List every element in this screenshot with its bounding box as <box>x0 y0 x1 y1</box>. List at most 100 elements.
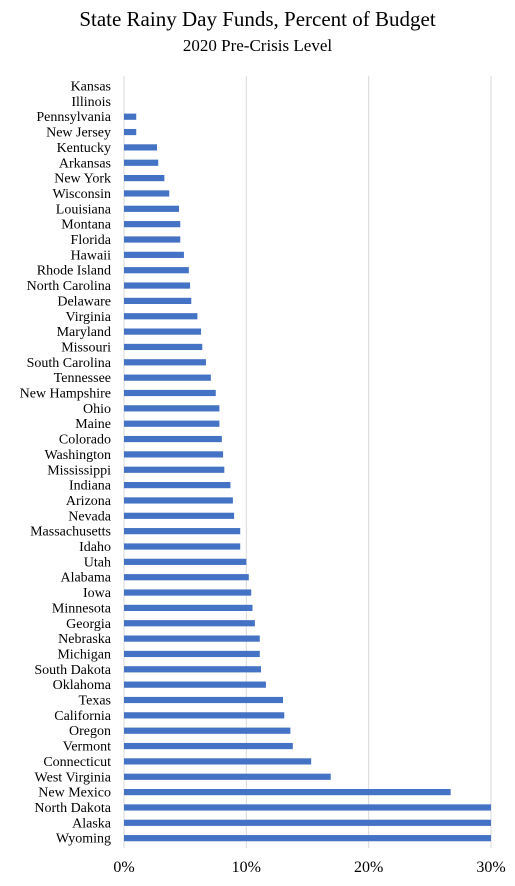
category-label: Utah <box>84 555 111 570</box>
bar <box>124 773 331 780</box>
bar <box>124 742 293 750</box>
category-label: Virginia <box>65 310 111 325</box>
category-label: Connecticut <box>43 755 111 770</box>
category-label: Kansas <box>71 80 111 95</box>
category-label: Alabama <box>60 571 111 586</box>
category-label: Michigan <box>57 647 111 662</box>
bar <box>124 297 192 304</box>
bar <box>124 528 241 535</box>
bar <box>124 313 198 320</box>
category-label: Georgia <box>66 617 112 632</box>
category-label: Nebraska <box>58 632 112 647</box>
category-label: Arkansas <box>59 156 111 171</box>
bar <box>124 113 137 120</box>
category-label: Vermont <box>63 740 111 755</box>
bar <box>124 819 491 826</box>
category-label: Colorado <box>59 433 111 448</box>
chart-subtitle: 2020 Pre-Crisis Level <box>182 36 333 55</box>
category-label: Minnesota <box>52 601 112 616</box>
bar <box>124 159 159 166</box>
bar <box>124 558 247 565</box>
category-label: North Carolina <box>27 279 112 294</box>
bar <box>124 727 291 734</box>
category-label: Alaska <box>72 816 112 831</box>
category-label: New Jersey <box>46 126 111 141</box>
bar <box>124 328 202 335</box>
bar <box>124 267 189 274</box>
category-label: Maine <box>75 417 111 432</box>
category-label: South Dakota <box>34 663 111 678</box>
bar <box>124 251 184 258</box>
category-label: Montana <box>61 218 112 233</box>
bar <box>124 389 216 397</box>
bar <box>124 451 224 458</box>
category-label: Mississippi <box>47 463 111 478</box>
bar <box>124 175 165 182</box>
bar <box>124 144 158 151</box>
category-label: Arizona <box>66 494 112 509</box>
category-label: Nevada <box>68 509 112 524</box>
bar <box>124 405 220 412</box>
bar <box>124 482 231 489</box>
category-label: Washington <box>44 448 111 463</box>
bar <box>124 620 255 627</box>
bar <box>124 374 211 381</box>
category-label: Louisiana <box>56 202 112 217</box>
bar <box>124 497 233 504</box>
bar <box>124 435 222 443</box>
category-label: Wisconsin <box>52 187 111 202</box>
x-tick-label: 30% <box>476 859 505 876</box>
bar <box>124 205 180 212</box>
bar <box>124 635 260 642</box>
bar <box>124 221 181 228</box>
category-label: Indiana <box>69 479 112 494</box>
category-label: Kentucky <box>57 141 111 156</box>
category-label: Pennsylvania <box>36 110 111 125</box>
category-label: California <box>54 709 112 724</box>
bars <box>124 113 491 842</box>
bar <box>124 804 491 811</box>
category-label: South Carolina <box>27 356 112 371</box>
chart-title: State Rainy Day Funds, Percent of Budget <box>79 7 436 31</box>
bar <box>124 650 260 658</box>
bar <box>124 359 206 366</box>
bar <box>124 420 220 427</box>
category-label: Massachusetts <box>30 525 111 540</box>
gridlines <box>123 76 492 848</box>
category-label: Illinois <box>71 95 111 110</box>
bar <box>124 666 262 673</box>
category-label: Oklahoma <box>53 678 112 693</box>
category-label: Hawaii <box>71 248 112 263</box>
x-tick-label: 20% <box>354 859 383 876</box>
category-label: North Dakota <box>34 801 111 816</box>
category-label: Missouri <box>61 340 111 355</box>
bar <box>124 190 170 197</box>
category-label: Maryland <box>57 325 111 340</box>
bar <box>124 681 266 688</box>
bar <box>124 712 285 719</box>
category-label: West Virginia <box>35 770 112 785</box>
x-tick-label: 0% <box>113 859 134 876</box>
bar <box>124 835 491 842</box>
category-label: Rhode Island <box>37 264 111 279</box>
bar <box>124 343 203 351</box>
bar <box>124 282 191 289</box>
x-tick-label: 10% <box>232 859 261 876</box>
category-label: Tennessee <box>54 371 111 386</box>
bar <box>124 604 253 611</box>
bar <box>124 543 241 550</box>
bar <box>124 696 284 704</box>
bar <box>124 128 137 136</box>
category-label: Delaware <box>57 294 111 309</box>
x-axis-ticks: 0% 10% 20% 30% <box>113 859 505 876</box>
category-label: Oregon <box>69 724 111 739</box>
bar <box>124 789 451 796</box>
category-label: Texas <box>79 694 111 709</box>
category-label: New York <box>54 172 111 187</box>
category-label: Idaho <box>79 540 111 555</box>
category-label: Ohio <box>83 402 111 417</box>
bar <box>124 574 249 581</box>
category-label: Florida <box>71 233 112 248</box>
